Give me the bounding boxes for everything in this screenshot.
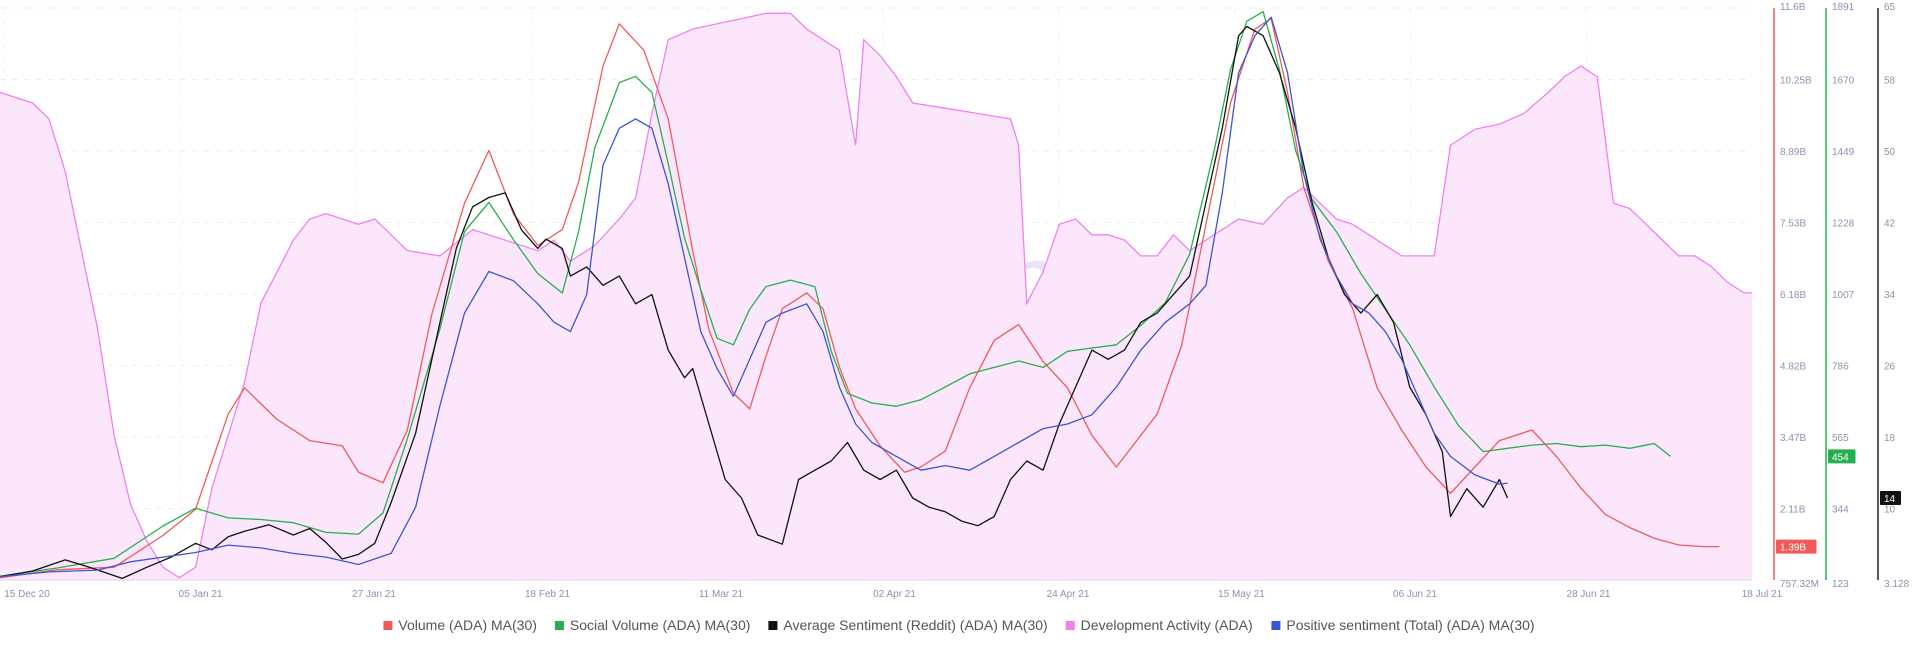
line-layer: [0, 10, 1720, 580]
y-tick-label-sentiment: 50: [1884, 147, 1896, 158]
y-current-badge-sentiment: 14: [1880, 490, 1901, 505]
x-tick-label: 18 Jul 21: [1742, 589, 1783, 600]
series-4-line: [0, 16, 1508, 578]
x-tick-label: 06 Jun 21: [1393, 589, 1437, 600]
y-tick-label-volume: 2.11B: [1780, 505, 1806, 516]
legend-label: Development Activity (ADA): [1081, 617, 1253, 633]
x-tick-label: 11 Mar 21: [699, 589, 744, 600]
y-tick-label-social: 565: [1832, 433, 1849, 444]
y-current-label-volume: 1.39B: [1780, 543, 1806, 554]
y-tick-label-social: 786: [1832, 362, 1849, 373]
series-0-line: [0, 17, 1720, 579]
y-tick-label-sentiment: 58: [1884, 76, 1896, 87]
y-tick-label-sentiment: 42: [1884, 219, 1896, 230]
y-tick-label-sentiment: 18: [1884, 433, 1896, 444]
legend-item-1[interactable]: Social Volume (ADA) MA(30): [554, 617, 751, 633]
legend-swatch: [1271, 621, 1281, 630]
x-tick-label: 24 Apr 21: [1047, 589, 1090, 600]
y-tick-label-volume: 6.18B: [1780, 290, 1806, 301]
x-tick-label: 27 Jan 21: [352, 589, 396, 600]
y-tick-label-sentiment: 26: [1884, 362, 1896, 373]
y-tick-label-sentiment: 65: [1884, 2, 1896, 13]
legend-label: Volume (ADA) MA(30): [398, 617, 536, 633]
legend-item-3[interactable]: Development Activity (ADA): [1065, 617, 1253, 633]
legend-label: Average Sentiment (Reddit) (ADA) MA(30): [783, 617, 1047, 633]
y-tick-label-sentiment: 10: [1884, 505, 1896, 516]
y-tick-label-volume: 4.82B: [1780, 362, 1806, 373]
y-tick-label-volume: 3.47B: [1780, 433, 1806, 444]
series-3-area: [0, 13, 1752, 581]
x-tick-label: 05 Jan 21: [179, 589, 223, 600]
x-axis: 15 Dec 20 05 Jan 21 27 Jan 21 18 Feb 21 11 M…: [0, 579, 1783, 600]
series-3-line: [0, 12, 1752, 579]
legend-swatch: [383, 621, 393, 630]
y-tick-label-volume: 10.25B: [1780, 76, 1812, 87]
legend-swatch: [768, 621, 778, 630]
series-1-line: [0, 10, 1671, 577]
x-tick-label: 02 Apr 21: [873, 589, 916, 600]
legend[interactable]: Volume (ADA) MA(30) Social Volume (ADA) M…: [383, 617, 1535, 633]
y-current-label-social: 454: [1832, 452, 1849, 463]
y-tick-label-social: 344: [1832, 505, 1849, 516]
x-tick-label: 15 Dec 20: [4, 589, 50, 600]
fill-layer: [0, 12, 1752, 581]
y-tick-label-sentiment: 3.128: [1884, 579, 1909, 590]
legend-label: Social Volume (ADA) MA(30): [570, 617, 751, 633]
y-tick-label-volume: 11.6B: [1780, 2, 1806, 13]
y-current-badge-social: 454: [1828, 449, 1856, 464]
y-tick-label-social: 1449: [1832, 147, 1855, 158]
x-tick-label: 15 May 21: [1218, 589, 1265, 600]
x-tick-label: 28 Jun 21: [1567, 589, 1611, 600]
legend-item-0[interactable]: Volume (ADA) MA(30): [383, 617, 537, 633]
y-tick-label-social: 1670: [1832, 76, 1855, 87]
y-tick-label-volume: 7.53B: [1780, 219, 1806, 230]
legend-item-4[interactable]: Positive sentiment (Total) (ADA) MA(30): [1271, 617, 1535, 633]
legend-label: Positive sentiment (Total) (ADA) MA(30): [1286, 617, 1534, 633]
x-tick-label: 18 Feb 21: [525, 589, 570, 600]
y-tick-label-volume: 8.89B: [1780, 147, 1806, 158]
y-current-label-sentiment: 14: [1884, 494, 1896, 505]
y-axes: 11.6B 10.25B 8.89B 7.53B 6.18B 4.82B 3.47B 2.11…: [1773, 2, 1909, 590]
y-tick-label-sentiment: 34: [1884, 290, 1896, 301]
y-current-badge-volume: 1.39B: [1776, 539, 1817, 554]
legend-swatch: [1065, 621, 1075, 630]
y-tick-label-social: 1007: [1832, 290, 1855, 301]
legend-item-2[interactable]: Average Sentiment (Reddit) (ADA) MA(30): [768, 617, 1048, 633]
y-tick-label-social: 123: [1832, 579, 1849, 590]
legend-swatch: [554, 621, 564, 630]
y-tick-label-social: 1891: [1832, 2, 1855, 13]
y-tick-label-volume: 757.32M: [1780, 579, 1819, 590]
y-tick-label-social: 1228: [1832, 219, 1855, 230]
series-2-line: [0, 25, 1509, 580]
